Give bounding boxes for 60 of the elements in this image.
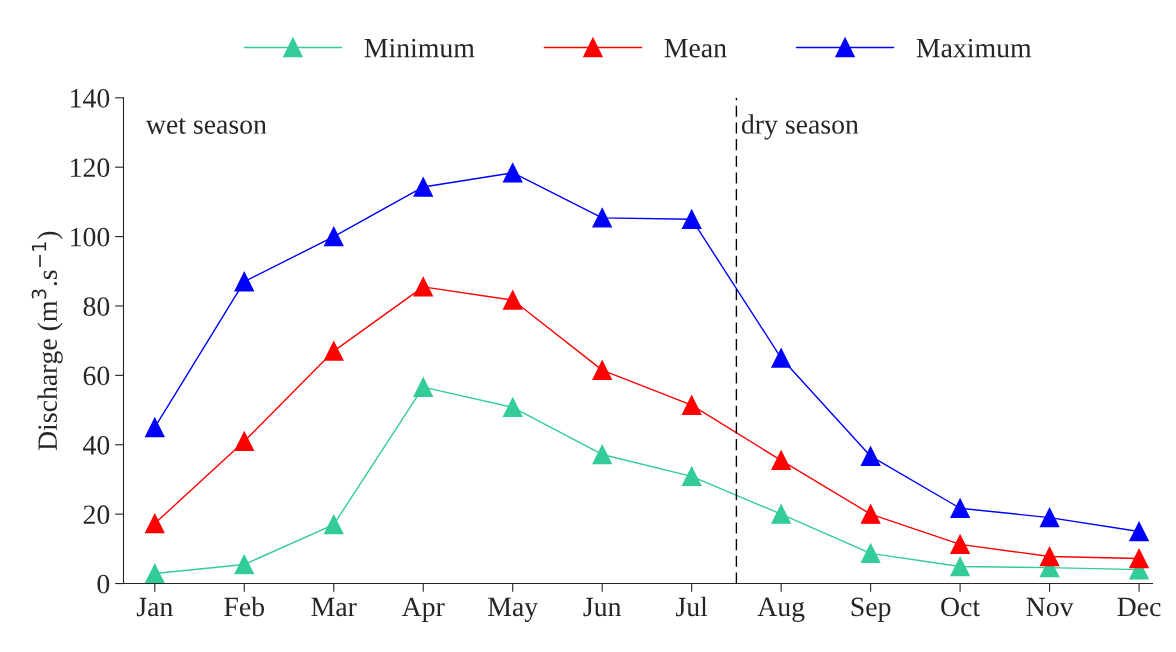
x-tick-label: Aug	[757, 597, 805, 622]
point	[681, 395, 702, 415]
point	[771, 450, 791, 471]
point	[1129, 521, 1149, 542]
annotation: dry season	[741, 114, 859, 140]
y-tick-label: 20	[83, 505, 110, 525]
x-tick-label: Apr	[401, 597, 445, 622]
y-tick-label: 60	[83, 366, 110, 386]
y-tick-label: 40	[83, 435, 110, 455]
point	[592, 444, 612, 465]
point	[950, 534, 970, 555]
x-tick-label: Dec	[1117, 597, 1161, 617]
point	[592, 360, 612, 380]
y-axis-title: Discharge (m$^{3}$.s$^{−1}$)	[31, 231, 63, 451]
y-tick-label: 120	[71, 158, 110, 178]
y-tick-label: 80	[83, 297, 110, 316]
legend-label: Maximum	[916, 38, 1032, 58]
point	[413, 377, 433, 397]
point	[860, 446, 881, 466]
point	[413, 277, 433, 297]
x-tick-label: Sep	[851, 597, 891, 622]
y-tick-label: 140	[71, 88, 110, 108]
x-tick-label: Oct	[941, 597, 980, 617]
point	[502, 397, 523, 418]
point	[1039, 546, 1060, 567]
x-tick-label: Jul	[676, 596, 708, 617]
point	[950, 498, 970, 518]
x-tick-label: Feb	[224, 596, 265, 617]
annotation: wet season	[145, 117, 267, 134]
point	[324, 226, 344, 247]
point	[145, 563, 165, 584]
point	[771, 504, 791, 524]
x-tick-label: Mar	[311, 597, 357, 617]
legend-label: Minimum	[364, 38, 475, 58]
x-tick-label: Jun	[583, 597, 622, 617]
point	[681, 466, 702, 487]
point	[502, 163, 523, 183]
x-tick-label: May	[488, 597, 539, 622]
point	[413, 177, 433, 197]
point	[234, 271, 254, 292]
y-tick-label: 100	[71, 227, 110, 247]
point	[771, 348, 791, 368]
point	[860, 504, 881, 524]
y-tick-label: 0	[97, 574, 110, 594]
point	[1039, 507, 1060, 528]
point	[234, 554, 254, 575]
point	[145, 417, 165, 438]
point	[502, 290, 523, 310]
point	[950, 556, 970, 577]
x-tick-label: Nov	[1026, 597, 1074, 617]
x-tick-label: Jan	[136, 597, 173, 617]
point	[234, 431, 254, 452]
point	[145, 513, 165, 534]
legend-label: Mean	[664, 38, 727, 58]
point	[324, 514, 344, 535]
point	[860, 543, 881, 564]
point	[681, 209, 702, 229]
point	[592, 208, 612, 228]
point	[1129, 548, 1149, 569]
point	[324, 341, 344, 361]
